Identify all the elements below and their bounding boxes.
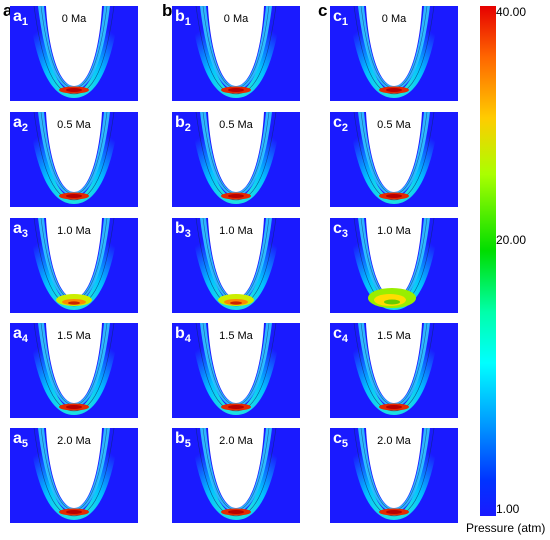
- colorbar-max-label: 40.00: [496, 5, 527, 19]
- panel-speed-label: 1.0 Ma: [57, 225, 91, 237]
- panel-index: 4: [21, 333, 29, 345]
- panel-label: b4: [175, 326, 191, 347]
- panel-a4: a4 1.5 Ma: [10, 323, 138, 418]
- panel-label: c1: [333, 9, 348, 30]
- panel-letter: c: [333, 220, 342, 237]
- panel-label: a3: [13, 221, 28, 242]
- panel-speed-label: 0.5 Ma: [57, 119, 91, 131]
- pressure-field-plot: [10, 218, 138, 313]
- panel-label: b5: [175, 431, 191, 452]
- panel-letter: c: [333, 325, 342, 342]
- panel-label: c3: [333, 221, 348, 242]
- panel-label: b1: [175, 9, 191, 30]
- pressure-field-plot: [172, 6, 300, 101]
- panel-label: b2: [175, 115, 191, 136]
- panel-c2: c2 0.5 Ma: [330, 112, 458, 207]
- panel-index: 5: [21, 438, 29, 450]
- pressure-field-plot: [10, 428, 138, 523]
- column-letter-c: c: [318, 1, 328, 20]
- panel-c3: c3 1.0 Ma: [330, 218, 458, 313]
- pressure-field-plot: [10, 323, 138, 418]
- panel-index: 1: [21, 16, 29, 28]
- panel-letter: b: [175, 430, 185, 447]
- pressure-field-plot: [330, 6, 458, 101]
- panel-letter: a: [13, 8, 22, 25]
- panel-b5: b5 2.0 Ma: [172, 428, 300, 523]
- panel-index: 3: [21, 228, 29, 240]
- column-letter-b: b: [162, 1, 173, 20]
- pressure-field-plot: [330, 218, 458, 313]
- colorbar-title: Pressure (atm): [466, 521, 546, 535]
- panel-index: 1: [184, 16, 191, 28]
- panel-b2: b2 0.5 Ma: [172, 112, 300, 207]
- pressure-field-plot: [172, 323, 300, 418]
- pressure-field-plot: [10, 112, 138, 207]
- panel-letter: a: [13, 430, 22, 447]
- panel-index: 2: [21, 122, 29, 134]
- column-letter-a: a: [3, 1, 13, 20]
- panel-label: b3: [175, 221, 191, 242]
- panel-index: 5: [341, 438, 349, 450]
- pressure-field-plot: [10, 6, 138, 101]
- panel-index: 2: [184, 122, 191, 134]
- pressure-field-plot: [330, 112, 458, 207]
- panel-speed-label: 0.5 Ma: [377, 119, 411, 131]
- panel-label: c2: [333, 115, 348, 136]
- panel-letter: b: [175, 325, 185, 342]
- panel-label: a1: [13, 9, 28, 30]
- panel-label: c4: [333, 326, 348, 347]
- panel-c4: c4 1.5 Ma: [330, 323, 458, 418]
- panel-index: 4: [341, 333, 349, 345]
- panel-speed-label: 0 Ma: [61, 13, 87, 25]
- panel-speed-label: 1.0 Ma: [377, 225, 411, 237]
- colorbar-min-label: 1.00: [496, 502, 520, 516]
- pressure-colorbar: [480, 6, 496, 516]
- panel-speed-label: 1.5 Ma: [57, 330, 91, 342]
- pressure-field-plot: [330, 428, 458, 523]
- panel-a3: a3 1.0 Ma: [10, 218, 138, 313]
- panel-label: a4: [13, 326, 28, 347]
- panel-speed-label: 1.5 Ma: [219, 330, 253, 342]
- panel-speed-label: 2.0 Ma: [377, 435, 411, 447]
- panel-speed-label: 2.0 Ma: [219, 435, 253, 447]
- panel-index: 5: [184, 438, 191, 450]
- panel-index: 4: [184, 333, 191, 345]
- panel-letter: c: [333, 8, 342, 25]
- panel-speed-label: 2.0 Ma: [57, 435, 91, 447]
- pressure-field-plot: [172, 218, 300, 313]
- pressure-field-plot: [330, 323, 458, 418]
- panel-label: a2: [13, 115, 28, 136]
- panel-index: 3: [341, 228, 349, 240]
- panel-speed-label: 1.5 Ma: [377, 330, 411, 342]
- panel-letter: c: [333, 114, 342, 131]
- panel-c5: c5 2.0 Ma: [330, 428, 458, 523]
- panel-b1: b1 0 Ma: [172, 6, 300, 101]
- panel-label: c5: [333, 431, 348, 452]
- colorbar-mid-label: 20.00: [496, 233, 527, 247]
- panel-label: a5: [13, 431, 28, 452]
- panel-speed-label: 0.5 Ma: [219, 119, 253, 131]
- panel-letter: b: [175, 8, 185, 25]
- panel-speed-label: 0 Ma: [223, 13, 249, 25]
- panel-b3: b3 1.0 Ma: [172, 218, 300, 313]
- panel-index: 3: [184, 228, 191, 240]
- panel-letter: a: [13, 325, 22, 342]
- panel-letter: a: [13, 114, 22, 131]
- panel-letter: c: [333, 430, 342, 447]
- panel-letter: b: [175, 220, 185, 237]
- pressure-field-plot: [172, 112, 300, 207]
- panel-letter: b: [175, 114, 185, 131]
- panel-index: 2: [341, 122, 349, 134]
- panel-a2: a2 0.5 Ma: [10, 112, 138, 207]
- panel-index: 1: [341, 16, 349, 28]
- panel-a5: a5 2.0 Ma: [10, 428, 138, 523]
- panel-c1: c1 0 Ma: [330, 6, 458, 101]
- panel-b4: b4 1.5 Ma: [172, 323, 300, 418]
- panel-speed-label: 1.0 Ma: [219, 225, 253, 237]
- panel-letter: a: [13, 220, 22, 237]
- pressure-field-plot: [172, 428, 300, 523]
- panel-a1: a1 0 Ma: [10, 6, 138, 101]
- panel-speed-label: 0 Ma: [381, 13, 407, 25]
